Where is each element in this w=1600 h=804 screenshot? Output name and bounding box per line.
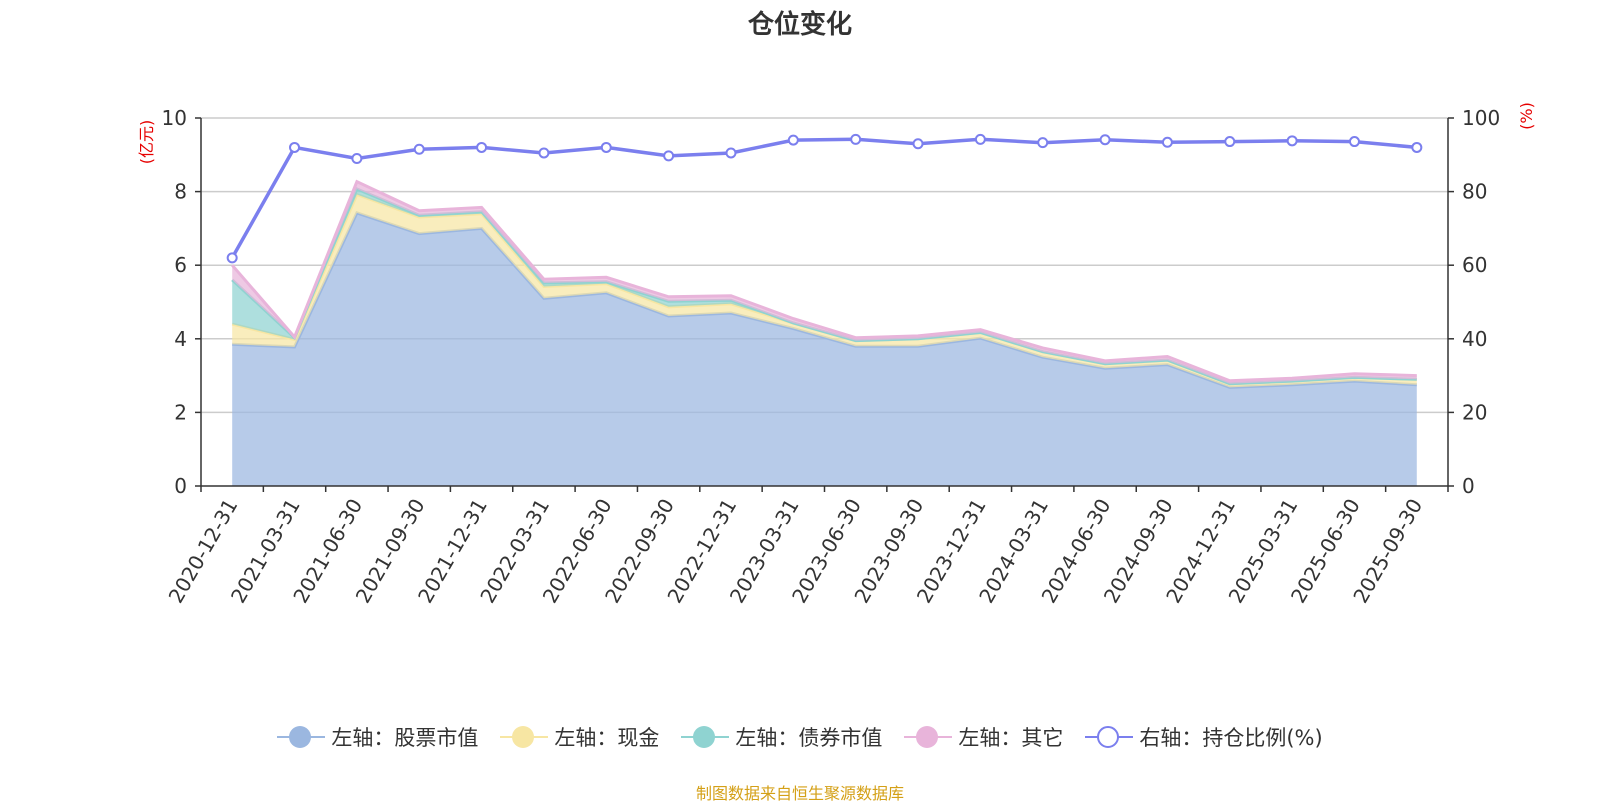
area-edge-左轴：其它	[231, 179, 1417, 383]
line-point[interactable]	[850, 133, 862, 145]
line-point[interactable]	[351, 152, 363, 164]
line-point[interactable]	[663, 150, 675, 162]
line-point[interactable]	[413, 143, 425, 155]
right-tick-label: 80	[1462, 180, 1487, 204]
legend-symbol-icon	[277, 726, 326, 748]
source-footer: 制图数据来自恒生聚源数据库	[695, 784, 904, 803]
line-point[interactable]	[1348, 136, 1360, 148]
line-point[interactable]	[974, 133, 986, 145]
right-tick-label: 20	[1462, 400, 1487, 424]
line-layer	[226, 133, 1423, 264]
left-tick-label: 4	[174, 327, 187, 351]
legend-symbol-icon	[1085, 726, 1134, 748]
line-point[interactable]	[1161, 136, 1173, 148]
area-左轴：其它	[232, 181, 1417, 384]
area-左轴：股票市值	[232, 212, 1417, 486]
line-point[interactable]	[600, 141, 612, 153]
right-tick-label: 100	[1462, 106, 1500, 130]
left-tick-label: 8	[174, 180, 187, 204]
line-point[interactable]	[912, 138, 924, 150]
area-左轴：债券市值	[232, 189, 1417, 384]
left-axis-unit: (亿元)	[137, 120, 156, 165]
right-axis-unit: (%)	[1517, 102, 1536, 130]
legend-item[interactable]: 左轴：债券市值	[681, 722, 882, 752]
legend-symbol-icon	[904, 726, 953, 748]
legend-item[interactable]: 左轴：其它	[904, 722, 1063, 752]
line-point[interactable]	[538, 147, 550, 159]
right-tick-label: 40	[1462, 327, 1487, 351]
left-tick-label: 6	[174, 253, 187, 277]
area-layer	[231, 179, 1417, 486]
legend-label: 左轴：其它	[958, 726, 1064, 750]
right-tick-label: 60	[1462, 253, 1487, 277]
left-tick-label: 10	[162, 106, 187, 130]
left-tick-label: 0	[174, 474, 187, 498]
line-point[interactable]	[476, 141, 488, 153]
line-point[interactable]	[725, 147, 737, 159]
legend-label: 左轴：债券市值	[735, 726, 883, 750]
line-point[interactable]	[1286, 135, 1298, 147]
line-point[interactable]	[289, 141, 301, 153]
legend-label: 左轴：现金	[554, 726, 660, 750]
legend-symbol-icon	[681, 726, 730, 748]
line-series-holding-ratio	[230, 137, 1417, 259]
line-point[interactable]	[787, 134, 799, 146]
right-tick-label: 0	[1462, 474, 1475, 498]
line-point[interactable]	[1099, 134, 1111, 146]
line-point[interactable]	[1037, 137, 1049, 149]
line-point[interactable]	[1411, 141, 1423, 153]
legend-item[interactable]: 左轴：现金	[500, 722, 659, 752]
legend-symbol-icon	[500, 726, 549, 748]
legend-item[interactable]: 左轴：股票市值	[277, 722, 478, 752]
left-tick-label: 2	[174, 400, 187, 424]
legend-item[interactable]: 右轴：持仓比例(%)	[1085, 722, 1323, 752]
legend-label: 左轴：股票市值	[331, 726, 479, 750]
legend-label: 右轴：持仓比例(%)	[1139, 726, 1323, 750]
chart-title: 仓位变化	[747, 10, 852, 40]
legend: 左轴：股票市值 左轴：现金 左轴：债券市值 左轴：其它 右轴：持仓比例(%)	[0, 722, 1600, 752]
line-point[interactable]	[226, 252, 238, 264]
line-point[interactable]	[1224, 136, 1236, 148]
area-左轴：现金	[232, 194, 1417, 388]
